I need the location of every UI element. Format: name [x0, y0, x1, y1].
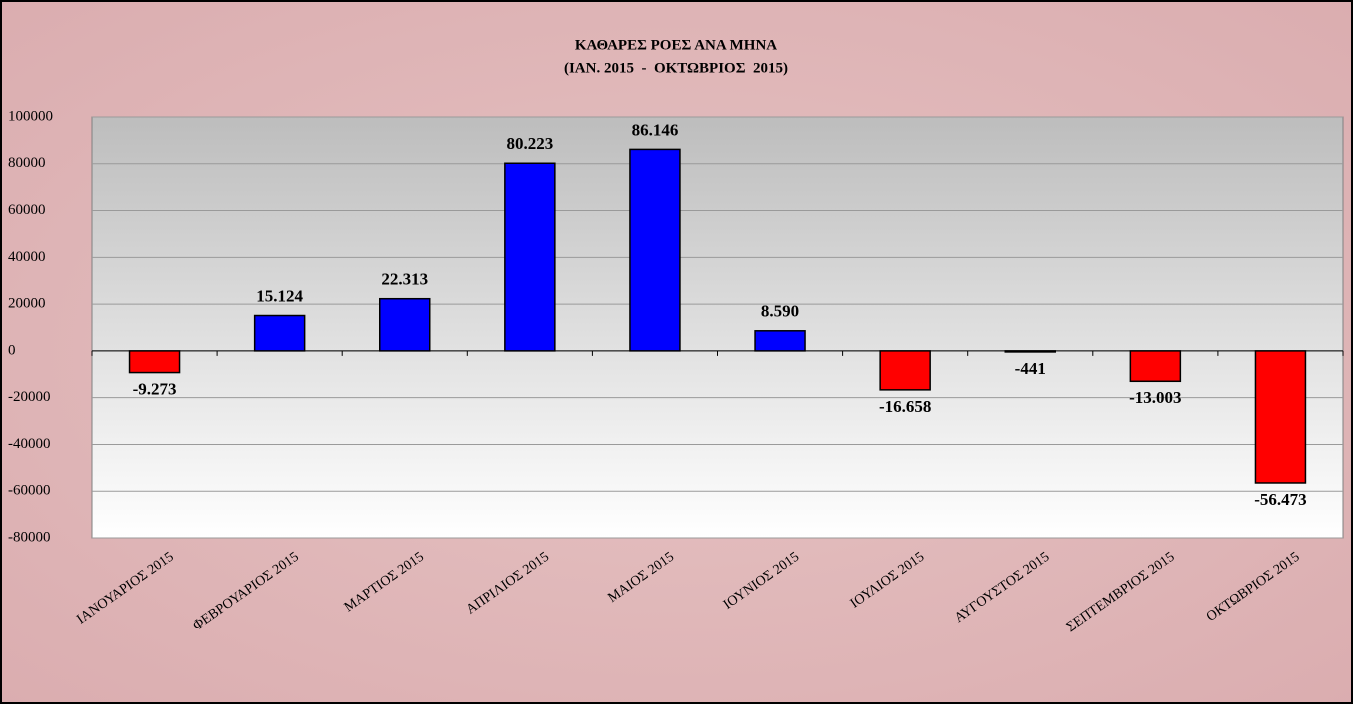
- value-label: 80.223: [506, 134, 553, 153]
- y-tick-label: 60000: [8, 202, 46, 218]
- bar: [504, 162, 556, 352]
- value-label: 86.146: [632, 120, 679, 139]
- value-label: 22.313: [381, 270, 428, 289]
- y-tick-label: 100000: [8, 108, 53, 124]
- y-tick-label: -40000: [8, 436, 51, 452]
- bar: [754, 330, 806, 352]
- y-tick-label: 20000: [8, 296, 46, 312]
- bar: [1004, 350, 1056, 353]
- value-label: -16.658: [879, 397, 931, 416]
- value-label: -56.473: [1254, 490, 1306, 509]
- chart-subtitle: (ΙΑΝ. 2015 - ΟΚΤΩΒΡΙΟΣ 2015): [564, 60, 788, 76]
- y-tick-label: 40000: [8, 249, 46, 265]
- y-tick-label: -80000: [8, 529, 51, 545]
- bar: [629, 148, 681, 352]
- bar: [128, 350, 181, 374]
- value-label: 8.590: [761, 302, 799, 321]
- value-label: -13.003: [1129, 388, 1181, 407]
- value-label: -441: [1015, 359, 1046, 378]
- value-label: -9.273: [133, 379, 177, 398]
- bar: [1129, 350, 1182, 383]
- bar: [879, 350, 931, 391]
- y-tick-label: -20000: [8, 389, 51, 405]
- chart-title: ΚΑΘΑΡΕΣ ΡΟΕΣ ΑΝΑ ΜΗΝΑ: [575, 37, 777, 53]
- y-tick-label: -60000: [8, 483, 51, 499]
- y-tick-label: 0: [8, 342, 16, 358]
- y-tick-label: 80000: [8, 155, 46, 171]
- bar: [253, 314, 306, 352]
- bar: [379, 297, 431, 352]
- value-label: 15.124: [256, 286, 303, 305]
- bar: [1254, 350, 1307, 484]
